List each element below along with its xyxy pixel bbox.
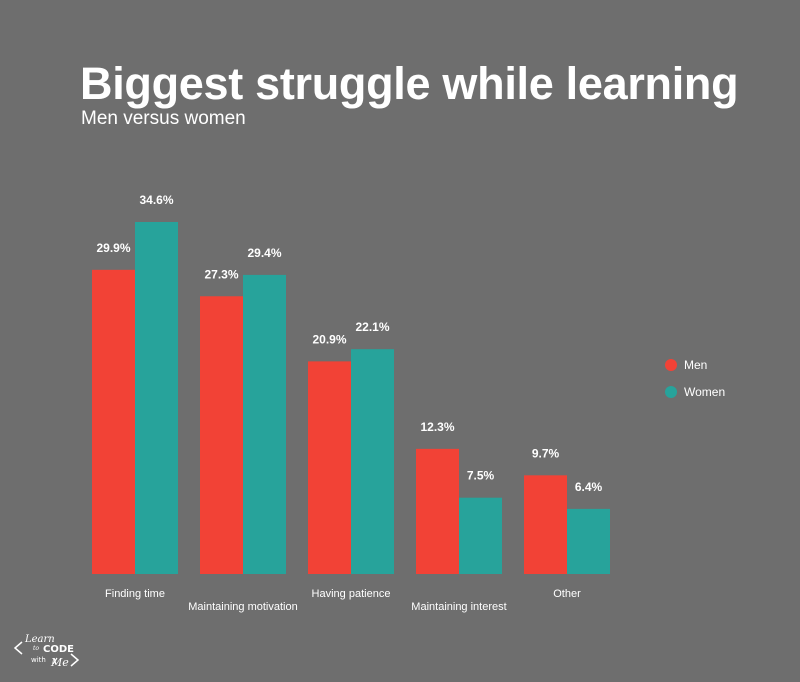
bar-men-finding-time bbox=[92, 269, 135, 574]
legend-swatch-men bbox=[665, 359, 677, 371]
legend-label-women: Women bbox=[684, 385, 726, 399]
category-label-finding-time: Finding time bbox=[105, 588, 165, 600]
chart-subtitle: Men versus women bbox=[81, 108, 246, 129]
logo-text-code: CODE bbox=[43, 644, 74, 655]
bar-men-having-patience bbox=[308, 361, 351, 574]
bar-women-maintaining-interest bbox=[459, 497, 502, 574]
data-label-women-other: 6.4% bbox=[575, 480, 603, 494]
logo-text-me: Me bbox=[51, 656, 69, 669]
category-label-having-patience: Having patience bbox=[312, 588, 391, 600]
legend-label-men: Men bbox=[684, 358, 708, 372]
data-label-men-maintaining-motivation: 27.3% bbox=[204, 267, 238, 281]
data-label-women-maintaining-interest: 7.5% bbox=[467, 469, 495, 483]
legend-item-women: Women bbox=[665, 385, 725, 399]
legend-item-men: Men bbox=[665, 358, 725, 372]
bar-women-having-patience bbox=[351, 349, 394, 574]
bar-women-other bbox=[567, 508, 610, 574]
data-label-women-maintaining-motivation: 29.4% bbox=[247, 246, 281, 260]
bar-men-maintaining-motivation bbox=[200, 296, 243, 574]
data-label-men-maintaining-interest: 12.3% bbox=[420, 420, 454, 434]
bar-men-maintaining-interest bbox=[416, 448, 459, 574]
logo-brackets-icon bbox=[13, 641, 80, 667]
data-label-women-finding-time: 34.6% bbox=[139, 193, 173, 207]
data-label-women-having-patience: 22.1% bbox=[355, 320, 389, 334]
bar-women-finding-time bbox=[135, 222, 178, 574]
legend: Men Women bbox=[665, 358, 725, 412]
category-label-maintaining-motivation: Maintaining motivation bbox=[188, 601, 297, 613]
chart-title: Biggest struggle while learning bbox=[80, 58, 739, 109]
logo-text-learn: Learn bbox=[25, 634, 55, 645]
category-label-other: Other bbox=[553, 588, 581, 600]
legend-swatch-women bbox=[665, 386, 677, 398]
data-label-men-having-patience: 20.9% bbox=[312, 332, 346, 346]
learn-to-code-with-me-logo: Learn to CODE with Me bbox=[13, 634, 83, 674]
category-label-maintaining-interest: Maintaining interest bbox=[411, 601, 506, 613]
data-label-men-other: 9.7% bbox=[532, 446, 560, 460]
bar-men-other bbox=[524, 475, 567, 574]
logo-text-to: to bbox=[33, 645, 40, 652]
bar-women-maintaining-motivation bbox=[243, 274, 286, 574]
data-label-men-finding-time: 29.9% bbox=[96, 241, 130, 255]
logo-text-with: with bbox=[31, 656, 46, 664]
